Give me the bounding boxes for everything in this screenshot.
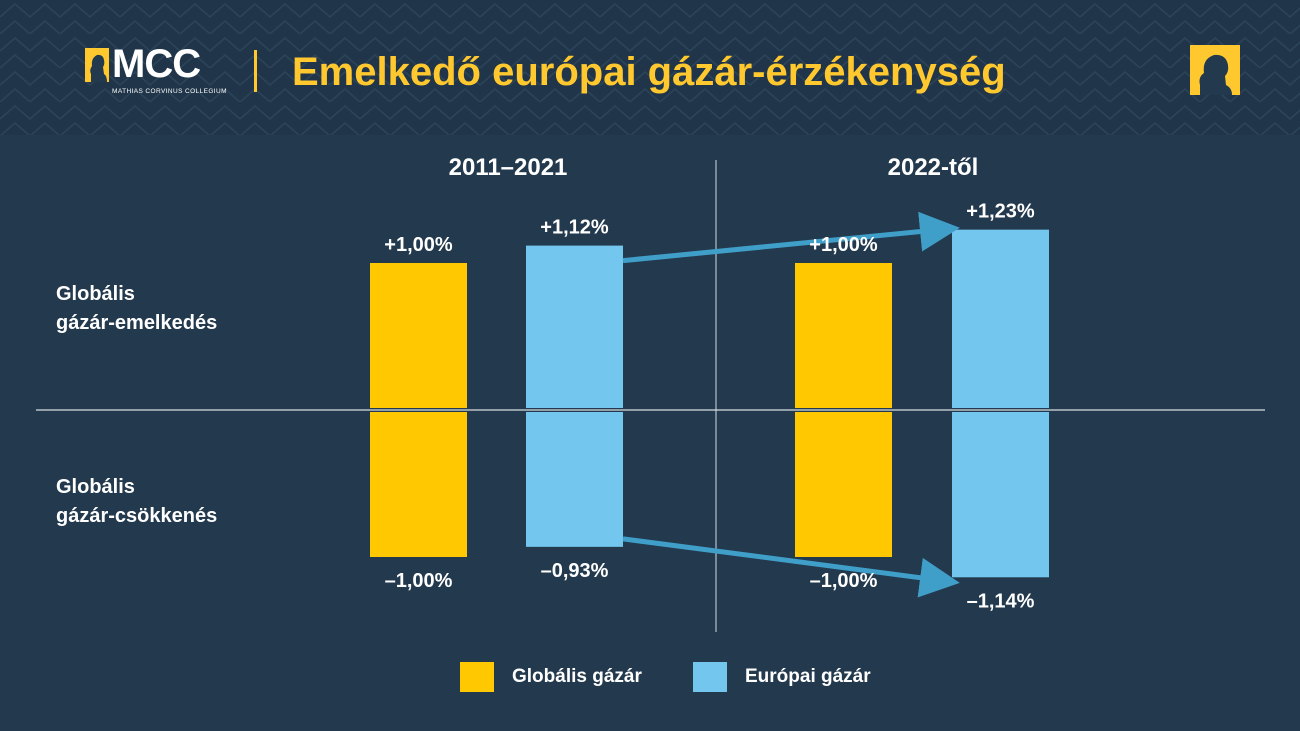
value-labels: +1,00% –1,00% +1,00% –1,00% +1,12% –0,93% +1,2… bbox=[384, 201, 1035, 613]
value-label-s0-p0-up: +1,00% bbox=[384, 234, 453, 256]
bust-silhouette-icon bbox=[1190, 45, 1240, 95]
value-label-s0-p0-down: –1,00% bbox=[385, 570, 453, 592]
title-divider bbox=[254, 50, 257, 92]
row-label-increase-line2: gázár-emelkedés bbox=[56, 312, 217, 334]
bar-s0-p0-up bbox=[370, 263, 467, 408]
value-label-s1-p1-up: +1,23% bbox=[966, 201, 1035, 223]
mcc-bust-icon bbox=[85, 48, 109, 82]
trend-arrow-down bbox=[622, 536, 960, 598]
logo-subtitle: MATHIAS CORVINUS COLLEGIUM bbox=[112, 88, 227, 95]
legend-label-european: Európai gázár bbox=[745, 666, 871, 687]
bars bbox=[370, 229, 1049, 578]
bar-s0-p0-down bbox=[370, 412, 467, 557]
row-label-increase: Globális gázár-emelkedés bbox=[56, 283, 217, 334]
value-label-s1-p1-down: –1,14% bbox=[967, 590, 1035, 612]
legend: Globális gázár Európai gázár bbox=[0, 662, 1300, 696]
geometric-pattern bbox=[0, 0, 1300, 135]
legend-item-european: Európai gázár bbox=[693, 662, 871, 692]
trend-arrow-up bbox=[622, 211, 960, 264]
legend-swatch-european bbox=[693, 662, 727, 692]
value-label-s1-p0-down: –0,93% bbox=[541, 560, 609, 582]
legend-item-global: Globális gázár bbox=[460, 662, 642, 692]
row-label-decrease-line1: Globális bbox=[56, 476, 135, 498]
logo-text: MCC bbox=[112, 42, 201, 86]
row-label-increase-line1: Globális bbox=[56, 283, 135, 305]
trend-arrows bbox=[622, 211, 960, 598]
bar-s1-p0-up bbox=[526, 245, 623, 408]
bar-s0-p1-down bbox=[795, 412, 892, 557]
period-label-2011-2021: 2011–2021 bbox=[449, 154, 568, 181]
legend-swatch-global bbox=[460, 662, 494, 692]
page-title: Emelkedő európai gázár-érzékenység bbox=[292, 50, 1006, 94]
header: MCC MATHIAS CORVINUS COLLEGIUM Emelkedő … bbox=[0, 0, 1300, 135]
legend-label-global: Globális gázár bbox=[512, 666, 642, 687]
value-label-s0-p1-down: –1,00% bbox=[810, 570, 878, 592]
bar-s1-p0-down bbox=[526, 412, 623, 547]
mcc-logo: MCC MATHIAS CORVINUS COLLEGIUM bbox=[85, 42, 235, 100]
row-label-decrease: Globális gázár-csökkenés bbox=[56, 476, 217, 527]
bar-s0-p1-up bbox=[795, 263, 892, 408]
period-label-2022: 2022-től bbox=[888, 154, 979, 181]
chart: 2011–2021 2022-től Globális gázár-emelke… bbox=[36, 154, 1265, 632]
value-label-s0-p1-up: +1,00% bbox=[809, 234, 878, 256]
header-pattern-background bbox=[0, 0, 1300, 135]
bar-s1-p1-down bbox=[952, 412, 1049, 578]
row-label-decrease-line2: gázár-csökkenés bbox=[56, 505, 217, 527]
value-label-s1-p0-up: +1,12% bbox=[540, 217, 609, 239]
bar-s1-p1-up bbox=[952, 229, 1049, 408]
